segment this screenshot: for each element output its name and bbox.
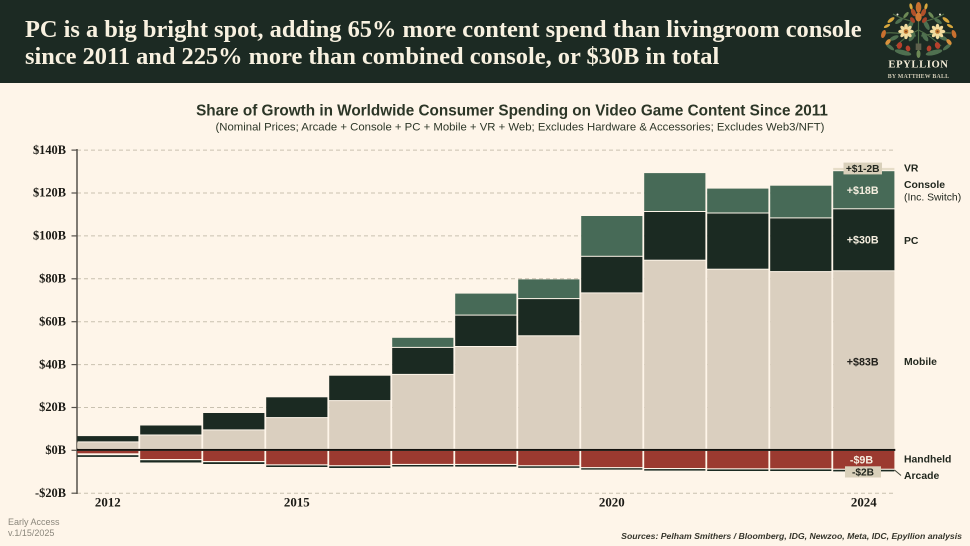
svg-text:(Inc. Switch): (Inc. Switch) xyxy=(904,193,961,204)
svg-text:Handheld: Handheld xyxy=(904,454,951,465)
svg-text:(Nominal Prices; Arcade + Cons: (Nominal Prices; Arcade + Console + PC +… xyxy=(216,122,825,134)
svg-text:Share of Growth in Worldwide C: Share of Growth in Worldwide Consumer Sp… xyxy=(196,102,828,119)
svg-text:+$1-2B: +$1-2B xyxy=(846,164,880,175)
svg-text:$80B: $80B xyxy=(39,272,66,286)
svg-text:-$20B: -$20B xyxy=(35,486,66,500)
svg-text:Console: Console xyxy=(904,180,945,191)
svg-text:Sources: Pelham Smithers / Blo: Sources: Pelham Smithers / Bloomberg, ID… xyxy=(621,531,962,541)
svg-text:-$2B: -$2B xyxy=(852,468,874,479)
svg-text:BY MATTHEW BALL: BY MATTHEW BALL xyxy=(888,74,949,80)
svg-text:$140B: $140B xyxy=(33,143,66,157)
svg-text:2020: 2020 xyxy=(599,496,625,510)
svg-text:$40B: $40B xyxy=(39,357,66,371)
svg-text:$20B: $20B xyxy=(39,400,66,414)
svg-text:Mobile: Mobile xyxy=(904,357,937,368)
svg-text:VR: VR xyxy=(904,163,919,174)
svg-text:PC: PC xyxy=(904,236,919,247)
svg-text:Early Access: Early Access xyxy=(8,517,60,527)
svg-text:$120B: $120B xyxy=(33,186,66,200)
svg-text:v.1/15/2025: v.1/15/2025 xyxy=(8,528,54,538)
svg-text:+$83B: +$83B xyxy=(847,356,879,368)
svg-text:Arcade: Arcade xyxy=(904,471,939,482)
svg-text:EPYLLION: EPYLLION xyxy=(888,60,948,71)
svg-text:2012: 2012 xyxy=(95,496,121,510)
svg-text:$100B: $100B xyxy=(33,229,66,243)
svg-text:-$9B: -$9B xyxy=(850,454,873,466)
svg-text:+$30B: +$30B xyxy=(847,235,879,247)
svg-text:+$18B: +$18B xyxy=(847,185,879,197)
svg-text:$60B: $60B xyxy=(39,314,66,328)
svg-text:since 2011 and 225% more than: since 2011 and 225% more than combined c… xyxy=(25,43,719,70)
svg-text:2024: 2024 xyxy=(851,496,877,510)
svg-text:$0B: $0B xyxy=(45,443,66,457)
svg-text:PC is a big bright spot, addin: PC is a big bright spot, adding 65% more… xyxy=(25,16,862,43)
svg-text:2015: 2015 xyxy=(284,496,310,510)
